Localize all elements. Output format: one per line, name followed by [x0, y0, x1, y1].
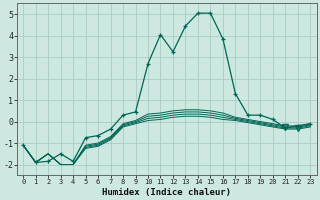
X-axis label: Humidex (Indice chaleur): Humidex (Indice chaleur) — [102, 188, 231, 197]
